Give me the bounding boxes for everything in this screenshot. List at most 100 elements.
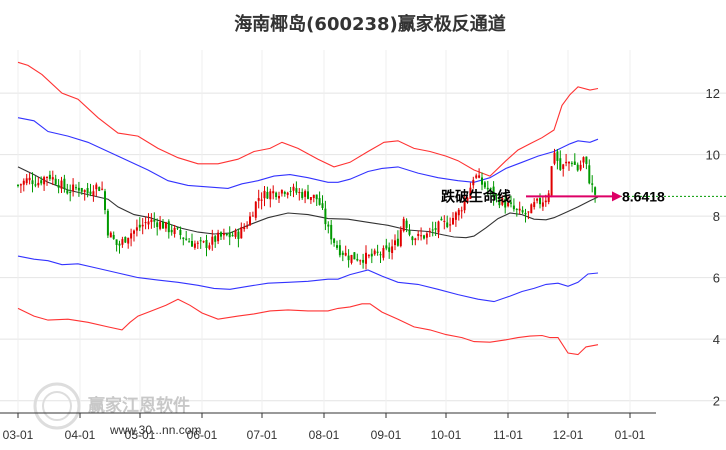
candle-body (104, 191, 106, 211)
candle-body (475, 175, 478, 178)
candle-body (31, 180, 34, 185)
candle-body (367, 255, 370, 257)
candle-body (199, 240, 202, 242)
candle-body (417, 233, 420, 236)
watermark-url: www.30...nn.com (109, 423, 201, 437)
candle-body (373, 250, 376, 255)
candle-body (498, 196, 501, 206)
candle-body (486, 187, 489, 190)
candle-body (454, 212, 457, 220)
candle-body (66, 190, 69, 194)
candle-body (315, 194, 318, 200)
candle-body (162, 221, 164, 229)
candle-body (286, 192, 289, 195)
candle-body (283, 191, 286, 194)
candle-body (481, 177, 483, 185)
candle-body (28, 177, 31, 181)
candle-body (251, 215, 254, 217)
candle-body (437, 221, 440, 233)
candle-body (202, 241, 205, 243)
candle-body (217, 232, 220, 242)
candle-body (48, 174, 51, 179)
candle-body (385, 245, 388, 249)
candle-body (222, 233, 225, 236)
candle-body (539, 198, 541, 205)
candle-body (472, 179, 475, 186)
candle-body (77, 187, 80, 191)
candle-body (89, 191, 92, 194)
candle-body (185, 238, 188, 240)
inner-lower-line (17, 255, 599, 303)
candle-body (254, 201, 257, 218)
candle-body (388, 247, 391, 252)
candle-body (405, 220, 408, 228)
candle-body (19, 184, 22, 186)
x-tick-label: 03-01 (3, 428, 34, 442)
candle-body (211, 236, 214, 245)
candle-body (243, 227, 246, 230)
candle-body (69, 191, 72, 193)
candle-body (133, 230, 135, 234)
candle-body (573, 161, 576, 165)
y-tick-label: 4 (713, 332, 720, 347)
y-tick-label: 8 (713, 209, 720, 224)
candle-body (234, 230, 237, 237)
candle-body (370, 253, 373, 257)
candle-body (159, 221, 162, 229)
candle-body (72, 184, 75, 191)
x-tick-label: 01-01 (615, 428, 646, 442)
candle-body (376, 251, 379, 253)
candle-body (124, 237, 127, 243)
x-tick-label: 10-01 (431, 428, 462, 442)
candle-body (156, 222, 159, 227)
candle-body (594, 187, 597, 195)
chart-title: 海南椰岛(600238)赢家极反通道 (234, 13, 506, 35)
candle-body (75, 187, 77, 189)
candle-body (341, 252, 344, 255)
candle-body (170, 229, 173, 233)
y-tick-label: 12 (706, 86, 720, 101)
candle-body (463, 200, 466, 211)
candle-body (394, 240, 396, 246)
candle-body (382, 248, 385, 258)
candle-body (188, 241, 191, 243)
watermark: 赢家江恩软件 www.30...nn.com (33, 382, 201, 437)
candle-body (510, 202, 512, 204)
candle-body (278, 195, 280, 199)
candle-body (443, 220, 446, 222)
candle-body (457, 209, 460, 216)
candle-body (240, 227, 243, 239)
candle-body (301, 192, 304, 198)
candle-body (138, 224, 141, 228)
candle-body (98, 187, 101, 191)
midline-line (17, 166, 599, 239)
grid: 2 4 6 8 10 12 (0, 50, 726, 413)
candle-body (420, 235, 423, 237)
candle-body (263, 190, 266, 199)
candle-body (353, 252, 356, 260)
candle-body (225, 233, 228, 236)
candle-body (408, 230, 411, 235)
candle-body (512, 205, 515, 210)
x-tick-label: 12-01 (553, 428, 584, 442)
candle-body (266, 191, 269, 199)
candle-body (411, 236, 414, 241)
candle-body (196, 242, 199, 244)
candle-body (521, 210, 524, 213)
candle-body (570, 162, 573, 164)
candle-body (83, 190, 86, 193)
candle-body (191, 240, 193, 247)
candle-body (541, 202, 544, 207)
candle-body (246, 226, 249, 228)
candle-body (579, 164, 582, 170)
candle-body (483, 182, 486, 188)
candle-body (231, 235, 234, 237)
candle-body (118, 243, 121, 246)
candle-body (109, 232, 112, 238)
candle-body (359, 260, 362, 262)
candle-body (193, 243, 196, 248)
candle-body (307, 191, 309, 199)
candle-body (524, 212, 527, 215)
candle-body (141, 224, 144, 227)
